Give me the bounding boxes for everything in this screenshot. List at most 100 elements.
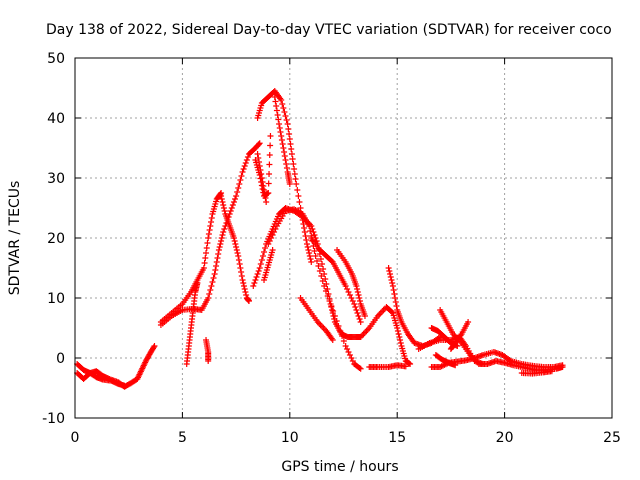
data-point xyxy=(234,189,241,195)
data-point xyxy=(208,219,215,225)
data-point xyxy=(303,241,310,247)
series-track-21 xyxy=(428,325,461,349)
data-point xyxy=(262,245,269,251)
data-point xyxy=(242,289,249,295)
data-point xyxy=(392,299,399,305)
data-point xyxy=(210,275,217,281)
data-point xyxy=(355,313,362,319)
data-point xyxy=(265,190,272,196)
data-point xyxy=(200,265,207,271)
data-point xyxy=(206,227,213,233)
data-point xyxy=(253,274,260,280)
series-track-04 xyxy=(157,190,225,325)
series-track-12 xyxy=(308,235,364,325)
series-track-13 xyxy=(334,247,368,319)
data-point xyxy=(241,163,248,169)
tick-labels: 0 5 10 15 20 25 -10 0 10 20 30 40 50 xyxy=(42,51,621,446)
data-point xyxy=(306,223,313,229)
data-point xyxy=(291,166,298,172)
data-point xyxy=(244,154,251,160)
data-point xyxy=(232,196,239,202)
data-point xyxy=(354,310,361,316)
data-point xyxy=(303,237,310,243)
data-point xyxy=(397,340,404,346)
data-point xyxy=(288,151,295,157)
data-point xyxy=(263,199,270,205)
data-point xyxy=(289,156,296,162)
data-point xyxy=(329,307,336,313)
x-tick-label: 20 xyxy=(496,430,514,446)
data-point xyxy=(330,308,337,314)
data-point xyxy=(237,177,244,183)
data-point xyxy=(216,244,223,250)
data-point xyxy=(353,283,360,289)
data-point xyxy=(324,293,331,299)
data-point xyxy=(310,229,317,235)
data-point xyxy=(227,208,234,214)
data-point xyxy=(361,313,368,319)
y-axis-label: SDTVAR / TECUs xyxy=(7,181,23,296)
data-point xyxy=(302,233,309,239)
data-point xyxy=(294,187,301,193)
data-point xyxy=(203,245,210,251)
data-point xyxy=(275,116,282,123)
data-point xyxy=(357,365,364,372)
y-tick-label: 20 xyxy=(47,231,65,247)
data-point xyxy=(354,289,361,295)
x-axis-label: GPS time / hours xyxy=(281,459,398,475)
data-point xyxy=(311,248,318,254)
data-point xyxy=(305,247,312,253)
data-point xyxy=(312,253,319,259)
data-point xyxy=(315,263,322,269)
data-point xyxy=(291,171,298,177)
series-track-25 xyxy=(203,337,212,364)
data-point xyxy=(217,241,224,247)
data-point xyxy=(229,202,236,208)
data-point xyxy=(265,180,272,187)
data-point xyxy=(386,268,393,274)
data-point xyxy=(320,266,327,272)
data-point xyxy=(337,328,344,334)
data-point xyxy=(205,358,212,364)
data-point xyxy=(151,343,158,349)
data-point xyxy=(306,250,313,256)
data-point xyxy=(220,202,227,208)
data-point xyxy=(258,182,265,189)
data-point xyxy=(254,151,261,157)
data-point xyxy=(236,181,243,187)
data-point xyxy=(219,199,226,205)
data-point xyxy=(388,309,395,315)
data-point xyxy=(306,253,313,259)
data-point xyxy=(205,295,212,301)
series-track-02 xyxy=(74,370,128,389)
data-point xyxy=(318,273,325,279)
data-point xyxy=(271,94,278,100)
data-point xyxy=(454,343,461,349)
series-track-27 xyxy=(261,247,276,283)
data-point xyxy=(235,185,242,191)
data-point xyxy=(392,295,399,301)
data-point xyxy=(218,196,225,202)
data-point xyxy=(296,199,303,205)
data-point xyxy=(274,112,281,118)
data-point xyxy=(233,247,240,253)
data-point xyxy=(286,181,293,187)
data-point xyxy=(277,129,284,135)
y-tick-label: 10 xyxy=(47,291,65,307)
data-point xyxy=(397,337,404,343)
data-point xyxy=(452,362,459,369)
data-point xyxy=(241,286,248,292)
data-point xyxy=(208,283,215,289)
data-point xyxy=(281,109,288,115)
data-point xyxy=(231,238,238,244)
data-point xyxy=(317,256,324,262)
data-point xyxy=(355,292,362,298)
data-point xyxy=(272,98,279,105)
data-point xyxy=(242,160,249,166)
axis-ticks xyxy=(74,57,613,419)
data-point xyxy=(207,287,214,293)
data-point xyxy=(209,279,216,285)
data-point xyxy=(204,240,211,246)
data-point xyxy=(240,283,247,289)
data-point xyxy=(236,261,243,267)
